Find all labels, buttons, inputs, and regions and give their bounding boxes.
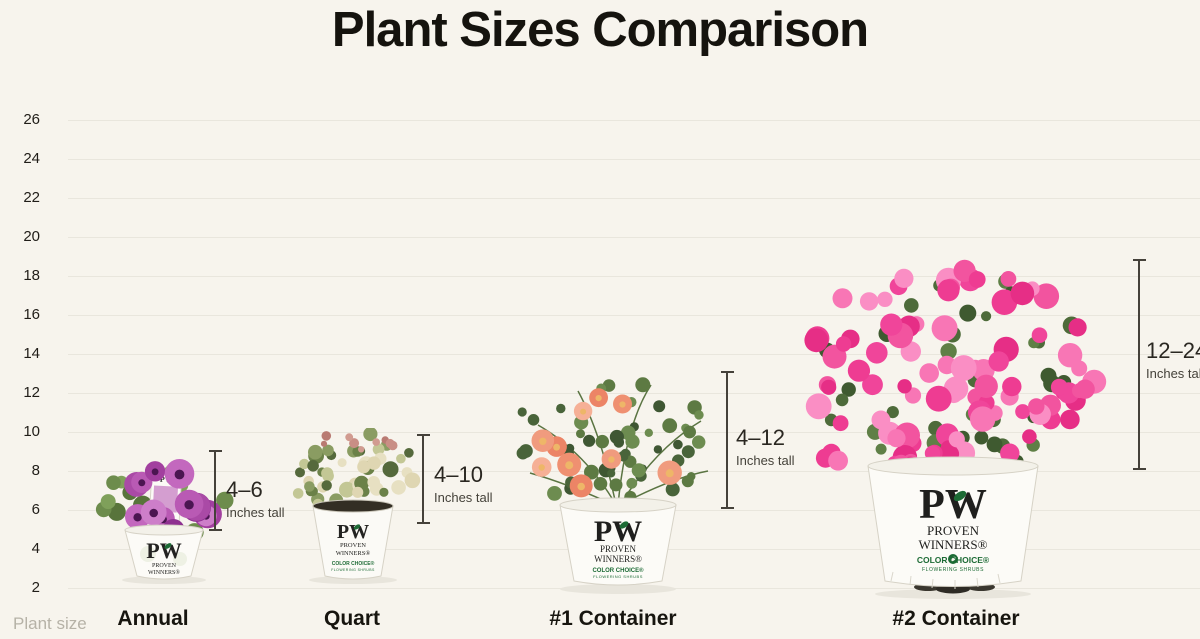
svg-text:PROVEN: PROVEN (152, 563, 177, 569)
gridline (68, 159, 1200, 160)
quart-plant-illustration: PW PROVEN WINNERS® COLOR CHOICE® FLOWERI… (292, 428, 421, 584)
gridline (68, 315, 1200, 316)
y-tick: 12 (23, 384, 40, 401)
gridline (68, 276, 1200, 277)
gridline (68, 120, 1200, 121)
svg-text:FLOWERING SHRUBS: FLOWERING SHRUBS (922, 567, 984, 573)
container2-measure-ruler (1133, 259, 1146, 470)
height-unit: Inches tall (434, 490, 493, 505)
height-range: 4–10 (434, 462, 483, 487)
svg-text:COLOR CHOICE®: COLOR CHOICE® (332, 560, 375, 567)
y-tick: 16 (23, 306, 40, 323)
height-unit: Inches tall (226, 505, 285, 520)
svg-text:WINNERS®: WINNERS® (148, 569, 180, 576)
y-tick: 10 (23, 423, 40, 440)
y-tick: 18 (23, 267, 40, 284)
height-range: 4–6 (226, 477, 263, 502)
y-tick: 2 (31, 579, 40, 596)
svg-text:WINNERS®: WINNERS® (918, 537, 987, 552)
category-label-annual: Annual (117, 607, 189, 630)
y-tick: 24 (23, 150, 40, 167)
svg-text:PW: PW (594, 515, 642, 548)
container2-pot: PW PROVEN WINNERS® COLOR CHOICE® FLOWERI… (867, 456, 1039, 594)
svg-text:COLOR CHOICE®: COLOR CHOICE® (592, 567, 644, 574)
gridline (68, 237, 1200, 238)
y-tick: 6 (31, 501, 40, 518)
gridline (68, 354, 1200, 355)
svg-text:PROVEN: PROVEN (600, 544, 637, 554)
quart-measure-ruler (417, 434, 430, 524)
svg-text:FLOWERING SHRUBS: FLOWERING SHRUBS (593, 574, 643, 579)
svg-text:PROVEN: PROVEN (927, 523, 980, 538)
y-tick: 26 (23, 111, 40, 128)
height-unit: Inches tall (1146, 366, 1200, 381)
container1-plant-illustration: PW PROVEN WINNERS® COLOR CHOICE® FLOWERI… (516, 377, 709, 594)
height-range: 12–24 (1146, 338, 1200, 363)
annual-measure-label: 4–6 Inches tall (226, 477, 285, 520)
svg-text:COLOR CHOICE®: COLOR CHOICE® (917, 555, 990, 565)
y-tick: 8 (31, 462, 40, 479)
gridline (68, 393, 1200, 394)
quart-pot: PW PROVEN WINNERS® COLOR CHOICE® FLOWERI… (312, 499, 394, 580)
annual-pot: PW PROVEN WINNERS® (124, 524, 204, 580)
svg-text:PW: PW (919, 482, 987, 528)
category-label-container2: #2 Container (892, 607, 1020, 630)
container2-measure-label: 12–24 Inches tall (1146, 338, 1200, 381)
annual-plant-illustration: PW PW PROVEN WINNERS® (95, 459, 234, 584)
svg-text:PW: PW (146, 538, 181, 563)
container1-pot: PW PROVEN WINNERS® COLOR CHOICE® FLOWERI… (559, 497, 677, 586)
container1-measure-label: 4–12 Inches tall (736, 425, 795, 468)
svg-text:PROVEN: PROVEN (340, 542, 366, 549)
svg-text:FLOWERING SHRUBS: FLOWERING SHRUBS (331, 568, 375, 572)
height-range: 4–12 (736, 425, 785, 450)
svg-text:WINNERS®: WINNERS® (594, 554, 642, 564)
annual-measure-ruler (209, 450, 222, 531)
category-label-quart: Quart (323, 607, 381, 630)
y-tick: 14 (23, 345, 40, 362)
y-tick: 22 (23, 189, 40, 206)
y-tick: 4 (31, 540, 40, 557)
quart-measure-label: 4–10 Inches tall (434, 462, 493, 505)
gridline (68, 198, 1200, 199)
svg-text:PW: PW (337, 521, 369, 543)
x-axis-label: Plant size (13, 614, 87, 633)
container1-measure-ruler (721, 371, 734, 509)
svg-text:WINNERS®: WINNERS® (336, 550, 371, 557)
chart-title: Plant Sizes Comparison (331, 3, 869, 57)
y-tick: 20 (23, 228, 40, 245)
category-label-container1: #1 Container (549, 607, 677, 630)
height-unit: Inches tall (736, 453, 795, 468)
container2-plant-illustration: PW PROVEN WINNERS® COLOR CHOICE® FLOWERI… (804, 259, 1107, 599)
